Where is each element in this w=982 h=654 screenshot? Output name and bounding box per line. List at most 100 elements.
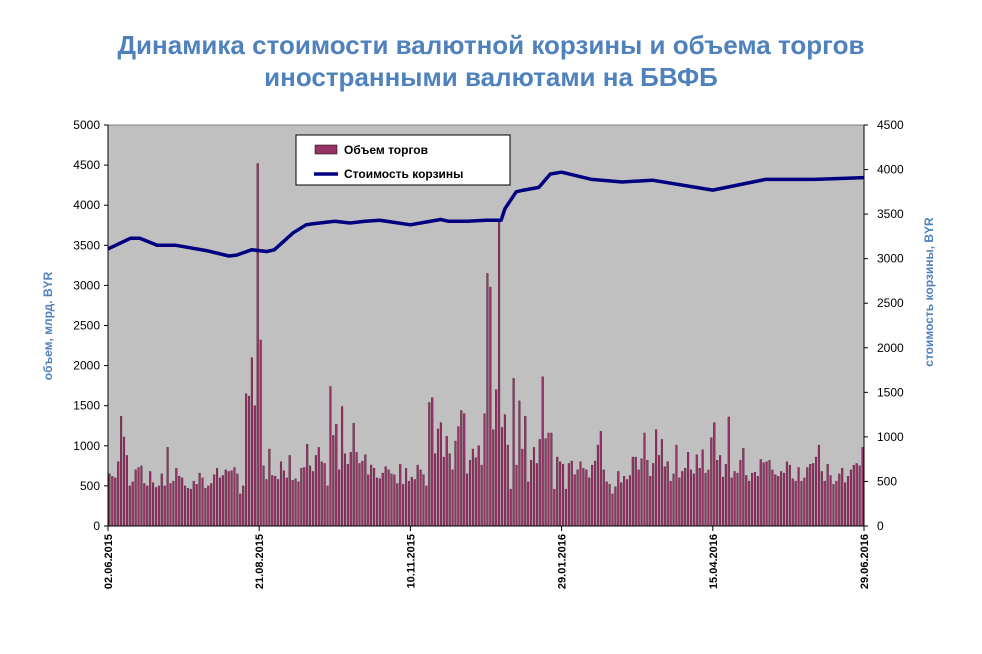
volume-bar — [402, 484, 405, 527]
y-left-tick-label: 0 — [93, 519, 100, 533]
volume-bar — [454, 440, 457, 527]
volume-bar — [245, 393, 248, 527]
volume-bar — [122, 436, 126, 527]
volume-bar — [518, 400, 521, 527]
volume-bar — [361, 460, 364, 527]
volume-bar — [521, 448, 524, 527]
volume-bar — [198, 472, 201, 527]
y-right-tick-label: 4500 — [877, 118, 904, 132]
volume-bar — [835, 480, 838, 527]
volume-bar — [221, 475, 224, 527]
volume-bar — [253, 405, 256, 527]
volume-bar — [262, 465, 265, 527]
volume-bar — [195, 484, 198, 527]
volume-bar — [355, 452, 358, 527]
volume-bar — [745, 475, 748, 527]
volume-bar — [576, 469, 579, 527]
volume-bar — [591, 464, 594, 527]
volume-bar — [794, 480, 797, 527]
volume-bar — [782, 472, 786, 527]
volume-bar — [681, 471, 684, 527]
volume-bar — [489, 286, 492, 527]
volume-bar — [582, 468, 585, 527]
volume-bar — [692, 473, 695, 527]
volume-bar — [134, 469, 137, 527]
volume-bar — [279, 461, 283, 527]
volume-bar — [625, 479, 629, 527]
volume-bar — [768, 460, 771, 527]
volume-bar — [169, 483, 172, 527]
volume-bar — [684, 468, 687, 527]
volume-bar — [384, 466, 387, 527]
volume-bar — [689, 469, 693, 527]
volume-bar — [599, 431, 602, 527]
chart-title-line1: Динамика стоимости валютной корзины и об… — [117, 30, 865, 60]
volume-bar — [149, 471, 152, 527]
volume-bars — [108, 163, 864, 527]
legend-line-label: Стоимость корзины — [344, 167, 463, 181]
volume-bar — [207, 485, 210, 527]
volume-bar — [646, 460, 649, 527]
volume-bar — [352, 423, 355, 527]
volume-bar — [608, 484, 611, 527]
volume-bar — [716, 460, 719, 527]
volume-bar — [404, 468, 408, 527]
volume-bar — [218, 477, 221, 527]
volume-bar — [282, 470, 285, 527]
volume-bar — [739, 460, 742, 527]
volume-bar — [256, 163, 259, 527]
volume-bar — [652, 463, 655, 527]
y-right-axis-title: стоимость корзины, BYR — [922, 217, 936, 367]
volume-bar — [419, 469, 422, 527]
volume-bar — [820, 471, 823, 527]
volume-bar — [431, 397, 434, 527]
volume-bar — [436, 428, 440, 527]
volume-bar — [215, 468, 219, 527]
volume-bar — [527, 481, 530, 527]
volume-bar — [271, 475, 274, 527]
volume-bar — [117, 461, 120, 527]
volume-bar — [823, 480, 826, 527]
volume-bar — [733, 471, 736, 527]
volume-bar — [303, 467, 306, 527]
volume-bar — [861, 447, 864, 527]
volume-bar — [189, 488, 192, 527]
volume-bar — [596, 444, 599, 527]
volume-bar — [649, 476, 652, 527]
volume-bar — [247, 395, 251, 527]
x-axis-ticks: 02.06.2015 21.08.2015 10.11.2015 29.01.2016… — [103, 526, 871, 589]
volume-bar — [172, 480, 175, 527]
volume-bar — [800, 480, 803, 527]
volume-bar — [637, 469, 640, 527]
volume-bar — [213, 474, 216, 527]
volume-bar — [154, 487, 158, 527]
volume-bar — [448, 453, 451, 527]
volume-bar — [463, 413, 466, 527]
volume-bar — [695, 454, 698, 527]
volume-bar — [588, 477, 591, 527]
volume-bar — [812, 463, 815, 527]
volume-bar — [663, 466, 666, 527]
volume-bar — [239, 493, 242, 527]
volume-bar — [628, 475, 631, 527]
volume-bar — [474, 457, 477, 527]
volume-bar — [564, 488, 568, 527]
volume-bar — [285, 477, 288, 527]
volume-bar — [623, 476, 626, 527]
volume-bar — [399, 464, 402, 527]
y-left-tick-label: 3500 — [73, 238, 100, 252]
x-tick-label: 29.01.2016 — [557, 534, 569, 589]
volume-bar — [855, 463, 858, 527]
volume-bar — [541, 376, 544, 527]
volume-bar — [468, 460, 472, 527]
volume-bar — [233, 467, 236, 527]
volume-bar — [140, 465, 143, 527]
volume-bar — [317, 447, 320, 527]
volume-bar — [573, 474, 576, 527]
volume-bar — [335, 423, 338, 527]
volume-bar — [788, 464, 791, 527]
volume-bar — [236, 473, 239, 527]
volume-bar — [175, 468, 178, 527]
y-left-axis-title: объем, млрд. BYR — [41, 271, 55, 380]
volume-bar — [701, 449, 704, 527]
